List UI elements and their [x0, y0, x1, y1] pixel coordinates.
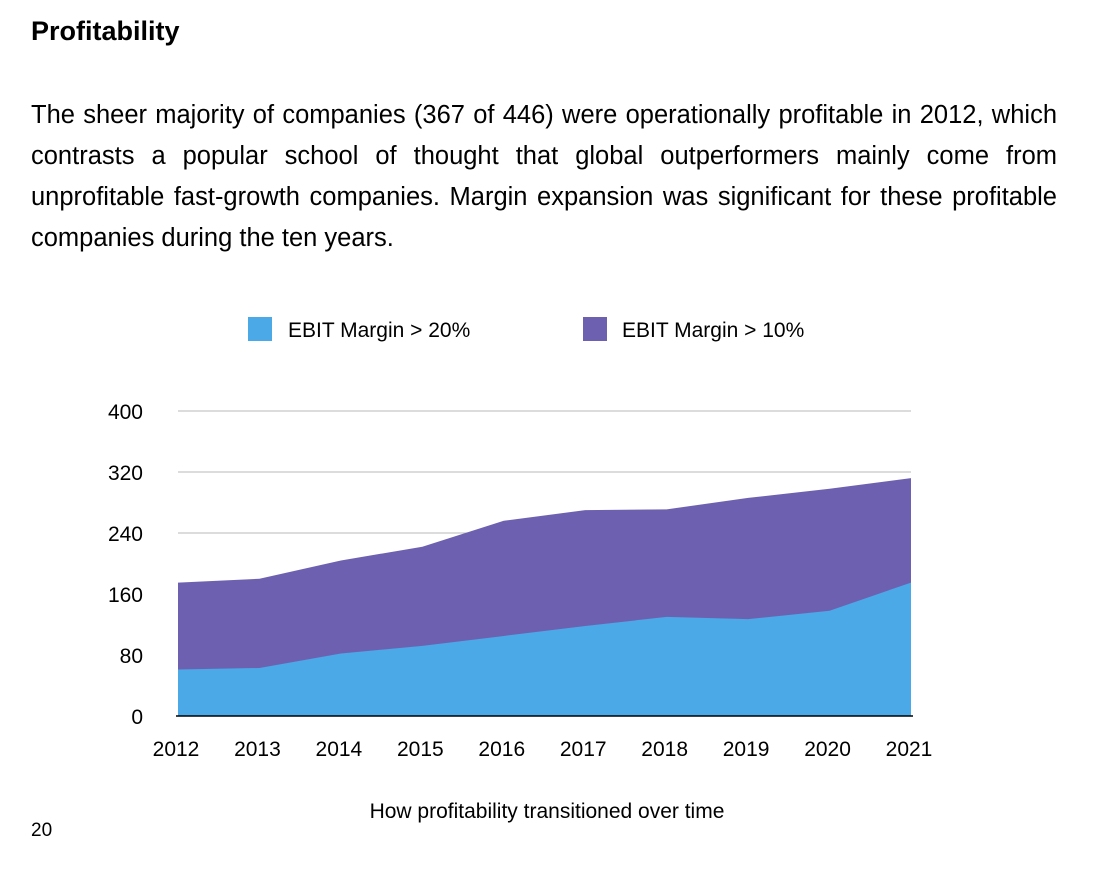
x-tick-label: 2017: [560, 738, 607, 761]
x-tick-label: 2021: [886, 738, 933, 761]
page-number: 20: [31, 820, 53, 841]
x-tick-label: 2018: [641, 738, 688, 761]
y-tick-label: 160: [108, 584, 143, 607]
x-tick-label: 2013: [234, 738, 281, 761]
y-tick-label: 80: [120, 645, 143, 668]
y-tick-label: 240: [108, 523, 143, 546]
legend-swatch: [583, 317, 607, 341]
area-series-ebit-margin-20: [178, 582, 911, 716]
legend-swatch: [248, 317, 272, 341]
chart-caption: How profitability transitioned over time: [369, 800, 725, 823]
x-tick-label: 2014: [316, 738, 363, 761]
legend-label: EBIT Margin > 10%: [622, 319, 804, 342]
x-tick-label: 2015: [397, 738, 444, 761]
y-tick-label: 0: [131, 706, 143, 729]
y-tick-label: 320: [108, 462, 143, 485]
y-tick-label: 400: [108, 401, 143, 424]
x-tick-label: 2020: [804, 738, 851, 761]
body-paragraph: The sheer majority of companies (367 of …: [31, 101, 1057, 252]
x-tick-label: 2019: [723, 738, 770, 761]
section-heading: Profitability: [31, 16, 180, 46]
x-tick-label: 2012: [153, 738, 200, 761]
legend-label: EBIT Margin > 20%: [288, 319, 470, 342]
x-tick-label: 2016: [478, 738, 525, 761]
